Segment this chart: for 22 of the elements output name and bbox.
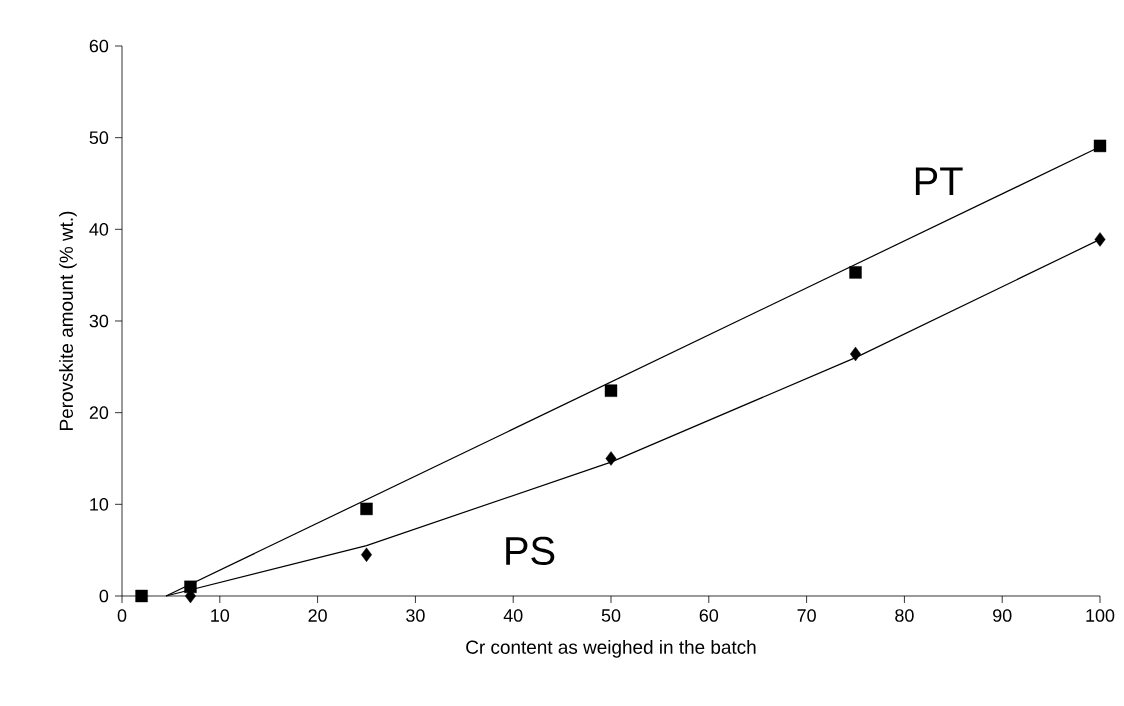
y-tick-label: 60 (89, 39, 109, 53)
x-tick-label: 40 (503, 609, 523, 622)
x-tick-label: 50 (601, 609, 621, 622)
x-axis-title: Cr content as weighed in the batch (466, 640, 756, 658)
x-tick-label: 90 (993, 609, 1012, 622)
y-axis-title: Perovskite amount (% wt.) (59, 211, 77, 430)
y-tick-label: 50 (89, 131, 109, 144)
y-tick-label: 10 (90, 497, 109, 511)
y-tick-label: 20 (89, 406, 109, 419)
x-tick-label: 0 (117, 609, 127, 622)
text: PT (915, 167, 963, 195)
text: PS (506, 536, 555, 566)
y-tick-label: 0 (99, 589, 109, 603)
x-tick-label: 100 (1086, 609, 1115, 622)
x-tick-label: 30 (406, 609, 425, 622)
x-tick-label: 80 (895, 609, 914, 622)
x-tick-label: 10 (211, 609, 230, 622)
y-tick-label: 40 (89, 222, 109, 236)
x-tick-label: 60 (699, 609, 719, 622)
x-tick-label: 70 (797, 609, 816, 622)
x-tick-label: 20 (308, 609, 327, 622)
y-tick-label: 30 (89, 314, 109, 328)
